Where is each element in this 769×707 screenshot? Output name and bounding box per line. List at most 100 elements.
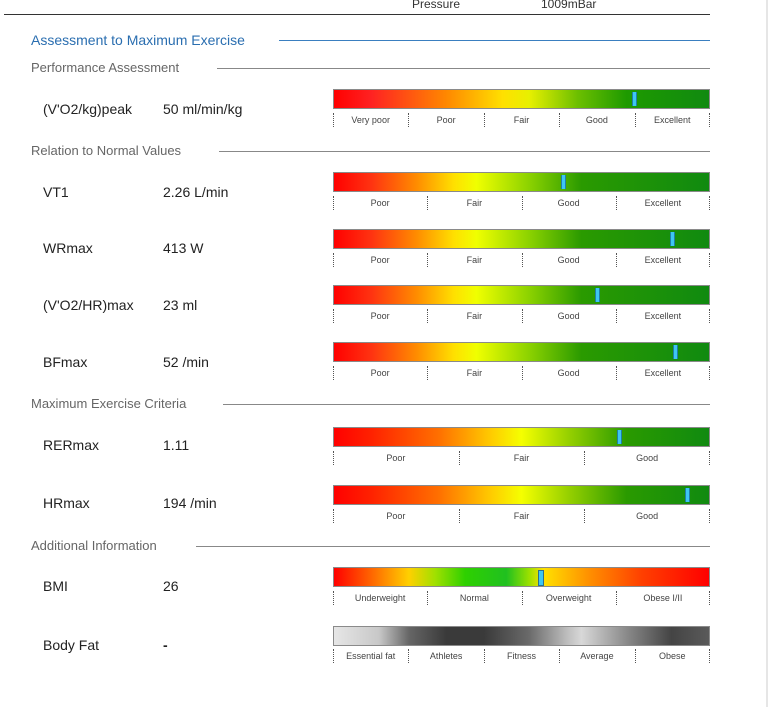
- section-relation: Relation to Normal Values: [31, 143, 710, 159]
- scale-label: Good: [557, 198, 580, 208]
- section-title: Maximum Exercise Criteria: [31, 396, 187, 411]
- scale-tick: [522, 591, 523, 605]
- scale-vt1: Poor Fair Good Excellent: [333, 196, 710, 210]
- scale-label: Obese I/II: [643, 593, 683, 603]
- rating-marker: [632, 92, 637, 106]
- scale-label: Excellent: [644, 255, 682, 265]
- row-value-bfmax: 52 /min: [163, 354, 209, 370]
- rating-bar-wrmax: [333, 229, 710, 249]
- scale-tick: [709, 649, 710, 663]
- scale-label: Good: [636, 511, 659, 521]
- row-label-wrmax: WRmax: [43, 240, 93, 256]
- scale-tick: [522, 196, 523, 210]
- scale-label: Poor: [370, 198, 390, 208]
- rating-marker: [595, 288, 600, 302]
- rating-marker: [561, 175, 566, 189]
- scale-label: Poor: [370, 311, 390, 321]
- rating-bar-bfmax: [333, 342, 710, 362]
- row-value-wrmax: 413 W: [163, 240, 204, 256]
- scale-tick: [333, 196, 334, 210]
- scale-label: Fair: [466, 255, 483, 265]
- rating-marker: [617, 430, 622, 444]
- scale-label: Fair: [466, 311, 483, 321]
- section-rule: [196, 546, 710, 547]
- page-edge: [766, 0, 768, 707]
- section-additional: Additional Information: [31, 538, 710, 554]
- scale-tick: [427, 253, 428, 267]
- scale-tick: [484, 113, 485, 127]
- rating-marker: [685, 488, 690, 502]
- row-label-rermax: RERmax: [43, 437, 100, 453]
- scale-tick: [559, 113, 560, 127]
- scale-label: Poor: [436, 115, 456, 125]
- scale-tick: [709, 253, 710, 267]
- pressure-label: Pressure: [412, 0, 461, 11]
- scale-label: Good: [557, 368, 580, 378]
- section-rule: [219, 151, 710, 152]
- scale-tick: [584, 451, 585, 465]
- row-label-bfmax: BFmax: [43, 354, 88, 370]
- rating-bar-hrmax: [333, 485, 710, 505]
- scale-vo2hr: Poor Fair Good Excellent: [333, 309, 710, 323]
- scale-rermax: Poor Fair Good: [333, 451, 710, 465]
- scale-label: Excellent: [654, 115, 691, 125]
- scale-label: Essential fat: [346, 651, 396, 661]
- row-label-bmi: BMI: [43, 578, 68, 594]
- scale-tick: [408, 113, 409, 127]
- scale-label: Normal: [459, 593, 489, 603]
- scale-vo2kg: Very poor Poor Fair Good Excellent: [333, 113, 710, 127]
- scale-label: Fair: [513, 511, 530, 521]
- scale-label: Excellent: [644, 311, 682, 321]
- scale-tick: [484, 649, 485, 663]
- scale-label: Good: [636, 453, 659, 463]
- scale-tick: [522, 253, 523, 267]
- scale-tick: [709, 196, 710, 210]
- scale-label: Obese: [659, 651, 686, 661]
- scale-tick: [408, 649, 409, 663]
- row-value-bmi: 26: [163, 578, 179, 594]
- scale-tick: [709, 366, 710, 380]
- scale-tick: [616, 253, 617, 267]
- section-rule: [279, 40, 710, 41]
- scale-bmi: Underweight Normal Overweight Obese I/II: [333, 591, 710, 605]
- scale-bodyfat: Essential fat Athletes Fitness Average Obese: [333, 649, 710, 663]
- row-value-bodyfat: -: [163, 637, 168, 653]
- scale-tick: [333, 253, 334, 267]
- scale-tick: [522, 366, 523, 380]
- scale-tick: [616, 366, 617, 380]
- section-performance: Performance Assessment: [31, 60, 710, 76]
- rating-marker: [538, 570, 544, 586]
- section-title: Performance Assessment: [31, 60, 180, 75]
- scale-label: Fitness: [506, 651, 537, 661]
- scale-tick: [333, 591, 334, 605]
- scale-tick: [584, 509, 585, 523]
- scale-tick: [635, 113, 636, 127]
- scale-bfmax: Poor Fair Good Excellent: [333, 366, 710, 380]
- scale-label: Poor: [386, 511, 406, 521]
- scale-label: Athletes: [429, 651, 463, 661]
- section-title: Relation to Normal Values: [31, 143, 182, 158]
- section-title: Additional Information: [31, 538, 157, 553]
- scale-tick: [427, 591, 428, 605]
- rating-marker: [673, 345, 678, 359]
- rating-bar-rermax: [333, 427, 710, 447]
- scale-tick: [333, 113, 334, 127]
- scale-label: Fair: [466, 198, 483, 208]
- row-label-hrmax: HRmax: [43, 495, 90, 511]
- rating-marker: [670, 232, 675, 246]
- scale-wrmax: Poor Fair Good Excellent: [333, 253, 710, 267]
- rating-bar-bodyfat: [333, 626, 710, 646]
- scale-tick: [333, 649, 334, 663]
- scale-label: Poor: [370, 368, 390, 378]
- row-label-bodyfat: Body Fat: [43, 637, 100, 653]
- row-value-vo2hr: 23 ml: [163, 297, 198, 313]
- rating-bar-vo2kg: [333, 89, 710, 109]
- scale-tick: [333, 509, 334, 523]
- scale-tick: [635, 649, 636, 663]
- row-value-rermax: 1.11: [163, 437, 190, 453]
- section-criteria: Maximum Exercise Criteria: [31, 396, 710, 412]
- row-label-vo2hr: (V'O2/HR)max: [43, 297, 134, 313]
- scale-tick: [427, 309, 428, 323]
- scale-tick: [616, 591, 617, 605]
- scale-tick: [616, 309, 617, 323]
